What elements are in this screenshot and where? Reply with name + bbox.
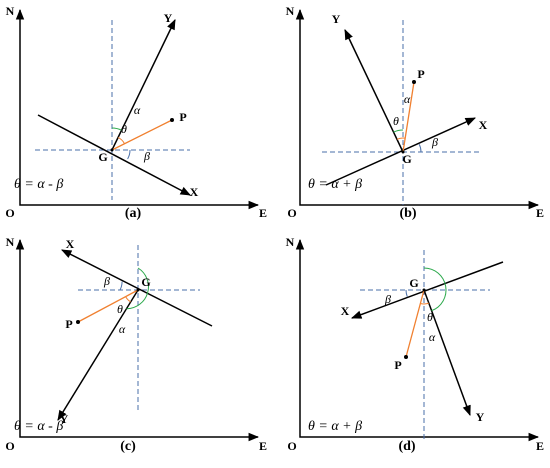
angle-beta: β — [143, 149, 150, 163]
axis-label-o: O — [5, 439, 14, 453]
point-g — [136, 288, 140, 292]
label-y: Y — [476, 410, 485, 424]
label-p: P — [417, 67, 424, 81]
axis-label-n: N — [6, 4, 15, 18]
formula: θ = α - β — [14, 177, 63, 192]
label-p: P — [179, 110, 186, 124]
angle-beta: β — [103, 274, 110, 288]
angle-alpha: α — [134, 103, 141, 117]
frame-axes — [295, 8, 540, 210]
axis-label-e: E — [536, 206, 544, 220]
angle-theta: θ — [121, 122, 127, 136]
frame-axes — [15, 8, 260, 210]
alpha-arc — [126, 267, 149, 310]
angle-theta: θ — [427, 310, 433, 324]
theta-arc — [125, 296, 131, 303]
y-axis — [57, 289, 139, 421]
gp-line — [111, 119, 173, 151]
point-p — [412, 80, 416, 84]
formula: θ = α + β — [308, 177, 362, 192]
label-x: X — [341, 304, 350, 318]
point-p — [404, 355, 408, 359]
point-g — [110, 148, 114, 152]
label-g: G — [98, 150, 107, 164]
angle-beta: β — [384, 292, 391, 306]
formula: θ = α - β — [14, 419, 63, 434]
axis-label-e: E — [536, 439, 544, 453]
caption: (d) — [398, 439, 415, 454]
beta-arc — [418, 144, 422, 153]
label-p: P — [394, 358, 401, 372]
axis-label-n: N — [286, 4, 295, 18]
theta-arc — [396, 137, 406, 140]
point-g — [422, 288, 426, 292]
alpha-arc — [111, 127, 122, 131]
angle-theta: θ — [393, 114, 399, 128]
label-x: X — [190, 185, 199, 199]
label-p: P — [65, 317, 72, 331]
caption: (a) — [125, 206, 142, 221]
x-axis — [325, 117, 476, 186]
frame-axes — [295, 238, 540, 442]
beta-arc — [405, 289, 408, 297]
angle-beta: β — [431, 135, 438, 149]
label-g: G — [141, 275, 150, 289]
axis-label-e: E — [259, 206, 267, 220]
frame-axes — [15, 238, 260, 442]
label-y: Y — [164, 11, 173, 25]
axis-label-n: N — [6, 235, 15, 249]
alpha-arc — [393, 129, 404, 133]
angle-theta: θ — [117, 302, 123, 316]
point-p — [170, 118, 174, 122]
x-axis — [61, 249, 213, 327]
angle-alpha: α — [429, 330, 436, 344]
caption: (c) — [120, 439, 136, 454]
label-x: X — [66, 237, 75, 251]
theta-arc — [117, 136, 125, 144]
x-axis — [351, 261, 504, 319]
beta-arc — [119, 281, 123, 291]
label-y: Y — [332, 12, 341, 26]
point-p — [76, 320, 80, 324]
label-x: X — [479, 118, 488, 132]
axis-label-o: O — [5, 206, 14, 220]
alpha-arc — [423, 267, 447, 312]
x-axis — [37, 114, 191, 196]
y-axis — [111, 19, 176, 151]
beta-arc — [127, 149, 131, 160]
y-axis — [344, 29, 404, 153]
label-g: G — [409, 276, 418, 290]
label-y: Y — [60, 412, 69, 426]
angle-alpha: α — [404, 92, 411, 106]
axis-label-n: N — [286, 235, 295, 249]
label-g: G — [402, 152, 411, 166]
gp-line — [402, 81, 415, 153]
axis-label-e: E — [259, 439, 267, 453]
angle-alpha: α — [119, 322, 126, 336]
theta-arc — [420, 302, 430, 305]
axis-label-o: O — [287, 206, 296, 220]
gp-line — [77, 289, 139, 323]
formula: θ = α + β — [308, 419, 362, 434]
caption: (b) — [399, 206, 416, 221]
point-g — [401, 150, 405, 154]
gp-line — [405, 289, 425, 358]
axis-label-o: O — [287, 439, 296, 453]
y-axis — [423, 289, 471, 416]
